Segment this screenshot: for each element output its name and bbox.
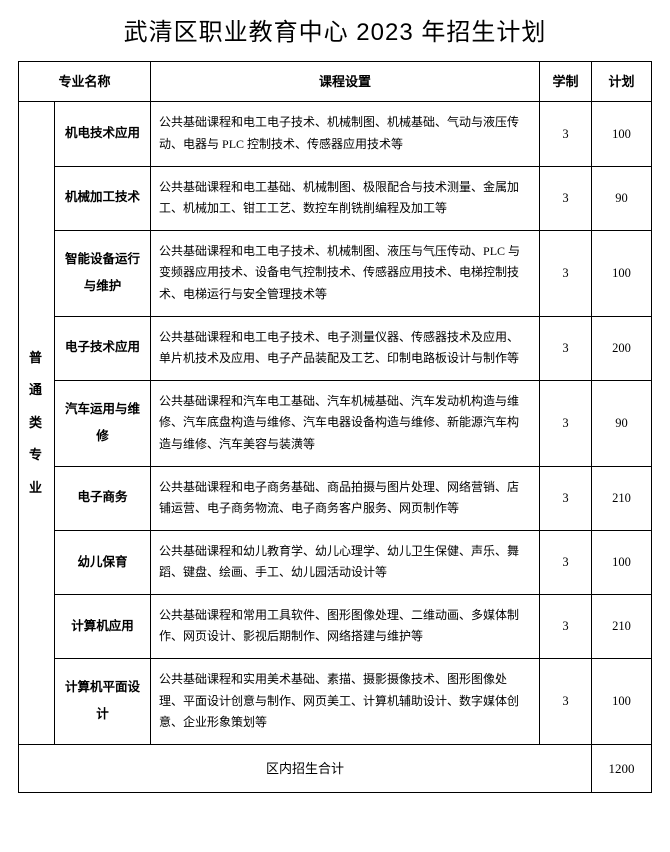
course-cell: 公共基础课程和电工基础、机械制图、极限配合与技术测量、金属加工、机械加工、钳工工… (151, 166, 540, 230)
table-row: 电子技术应用 公共基础课程和电工电子技术、电子测量仪器、传感器技术及应用、单片机… (19, 316, 652, 380)
plan-cell: 90 (592, 380, 652, 466)
years-cell: 3 (540, 230, 592, 316)
table-row: 机械加工技术 公共基础课程和电工基础、机械制图、极限配合与技术测量、金属加工、机… (19, 166, 652, 230)
table-row: 计算机应用 公共基础课程和常用工具软件、图形图像处理、二维动画、多媒体制作、网页… (19, 594, 652, 658)
course-cell: 公共基础课程和电工电子技术、电子测量仪器、传感器技术及应用、单片机技术及应用、电… (151, 316, 540, 380)
years-cell: 3 (540, 466, 592, 530)
major-cell: 计算机平面设计 (55, 659, 151, 745)
years-cell: 3 (540, 316, 592, 380)
plan-cell: 100 (592, 659, 652, 745)
total-value: 1200 (592, 744, 652, 792)
category-cell: 普 通 类 专 业 (19, 102, 55, 744)
page-title: 武清区职业教育中心 2023 年招生计划 (18, 12, 652, 47)
plan-cell: 90 (592, 166, 652, 230)
header-major: 专业名称 (19, 62, 151, 102)
table-row: 智能设备运行与维护 公共基础课程和电工电子技术、机械制图、液压与气压传动、PLC… (19, 230, 652, 316)
table-row: 计算机平面设计 公共基础课程和实用美术基础、素描、摄影摄像技术、图形图像处理、平… (19, 659, 652, 745)
major-cell: 幼儿保育 (55, 530, 151, 594)
major-cell: 机械加工技术 (55, 166, 151, 230)
plan-cell: 100 (592, 230, 652, 316)
plan-cell: 100 (592, 102, 652, 166)
table-row: 幼儿保育 公共基础课程和幼儿教育学、幼儿心理学、幼儿卫生保健、声乐、舞蹈、键盘、… (19, 530, 652, 594)
major-cell: 智能设备运行与维护 (55, 230, 151, 316)
table-row: 普 通 类 专 业 机电技术应用 公共基础课程和电工电子技术、机械制图、机械基础… (19, 102, 652, 166)
table-row: 电子商务 公共基础课程和电子商务基础、商品拍摄与图片处理、网络营销、店铺运营、电… (19, 466, 652, 530)
plan-cell: 200 (592, 316, 652, 380)
major-cell: 汽车运用与维修 (55, 380, 151, 466)
years-cell: 3 (540, 166, 592, 230)
table-header-row: 专业名称 课程设置 学制 计划 (19, 62, 652, 102)
years-cell: 3 (540, 380, 592, 466)
enrollment-table: 专业名称 课程设置 学制 计划 普 通 类 专 业 机电技术应用 公共基础课程和… (18, 61, 652, 793)
plan-cell: 100 (592, 530, 652, 594)
course-cell: 公共基础课程和电工电子技术、机械制图、液压与气压传动、PLC 与变频器应用技术、… (151, 230, 540, 316)
years-cell: 3 (540, 102, 592, 166)
header-course: 课程设置 (151, 62, 540, 102)
major-cell: 电子商务 (55, 466, 151, 530)
course-cell: 公共基础课程和电工电子技术、机械制图、机械基础、气动与液压传动、电器与 PLC … (151, 102, 540, 166)
total-label: 区内招生合计 (19, 744, 592, 792)
header-years: 学制 (540, 62, 592, 102)
course-cell: 公共基础课程和汽车电工基础、汽车机械基础、汽车发动机构造与维修、汽车底盘构造与维… (151, 380, 540, 466)
course-cell: 公共基础课程和常用工具软件、图形图像处理、二维动画、多媒体制作、网页设计、影视后… (151, 594, 540, 658)
course-cell: 公共基础课程和幼儿教育学、幼儿心理学、幼儿卫生保健、声乐、舞蹈、键盘、绘画、手工… (151, 530, 540, 594)
major-cell: 计算机应用 (55, 594, 151, 658)
table-row: 汽车运用与维修 公共基础课程和汽车电工基础、汽车机械基础、汽车发动机构造与维修、… (19, 380, 652, 466)
major-cell: 机电技术应用 (55, 102, 151, 166)
years-cell: 3 (540, 659, 592, 745)
course-cell: 公共基础课程和实用美术基础、素描、摄影摄像技术、图形图像处理、平面设计创意与制作… (151, 659, 540, 745)
table-total-row: 区内招生合计 1200 (19, 744, 652, 792)
plan-cell: 210 (592, 594, 652, 658)
years-cell: 3 (540, 594, 592, 658)
plan-cell: 210 (592, 466, 652, 530)
years-cell: 3 (540, 530, 592, 594)
major-cell: 电子技术应用 (55, 316, 151, 380)
course-cell: 公共基础课程和电子商务基础、商品拍摄与图片处理、网络营销、店铺运营、电子商务物流… (151, 466, 540, 530)
header-plan: 计划 (592, 62, 652, 102)
